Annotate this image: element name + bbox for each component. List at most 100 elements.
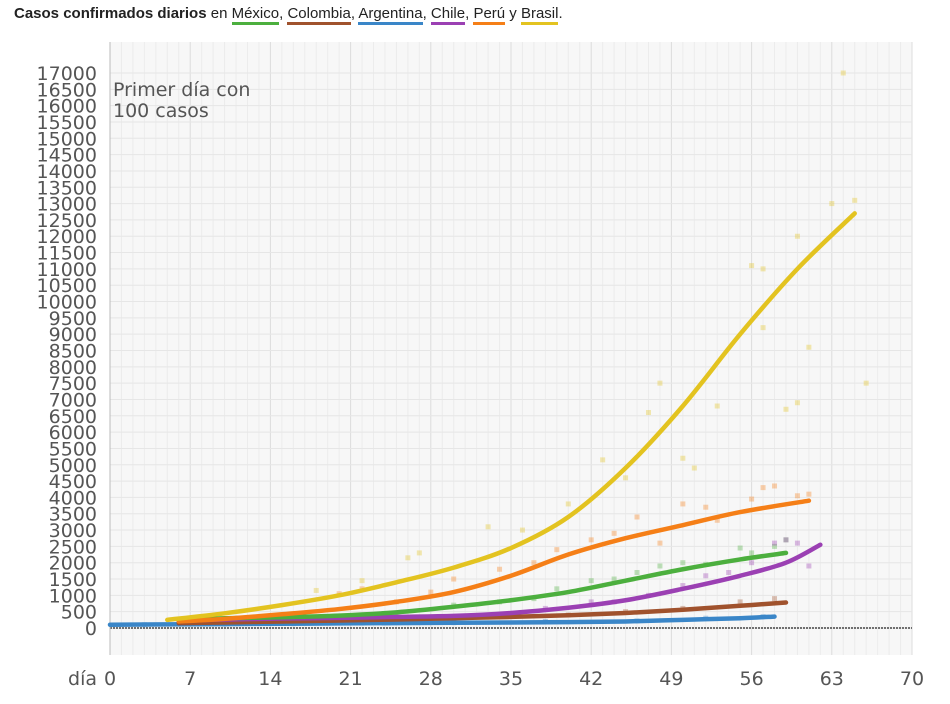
chart-title: Casos confirmados diarios en México, Col… xyxy=(14,5,563,25)
scatter-point xyxy=(359,578,365,584)
y-tick-label: 10000 xyxy=(37,292,97,314)
title-y: y xyxy=(509,5,517,22)
country-peru[interactable]: Perú xyxy=(473,5,506,25)
scatter-point xyxy=(680,560,686,566)
y-tick-label: 1500 xyxy=(49,569,97,591)
scatter-point xyxy=(737,599,743,605)
scatter-point xyxy=(611,576,617,582)
annotation-text: 100 casos xyxy=(113,100,209,122)
y-tick-label: 500 xyxy=(61,602,97,624)
y-tick-label: 5500 xyxy=(49,438,97,460)
series-line-mexico xyxy=(176,550,789,623)
scatter-point xyxy=(783,537,789,543)
scatter-point xyxy=(806,344,812,350)
y-tick-label: 17000 xyxy=(37,63,97,85)
y-tick-label: 9500 xyxy=(49,308,97,330)
scatter-point xyxy=(428,589,434,595)
series-line-brasil xyxy=(165,211,857,623)
series-line-colombia xyxy=(176,600,789,626)
scatter-point xyxy=(519,527,525,533)
annotation-text: Primer día con xyxy=(113,79,250,101)
scatter-point xyxy=(772,540,778,546)
scatter-point xyxy=(680,455,686,461)
country-brasil[interactable]: Brasil xyxy=(520,5,559,25)
x-tick-label: 42 xyxy=(579,668,603,690)
scatter-point xyxy=(760,485,766,491)
y-tick-label: 1000 xyxy=(49,585,97,607)
scatter-point xyxy=(806,563,812,569)
scatter-point xyxy=(623,475,629,481)
x-tick-label: 28 xyxy=(419,668,443,690)
scatter-point xyxy=(772,596,778,602)
scatter-point xyxy=(497,566,503,572)
x-tick-label: 49 xyxy=(659,668,683,690)
scatter-point xyxy=(634,570,640,575)
y-tick-label: 2500 xyxy=(49,536,97,558)
country-mexico[interactable]: México xyxy=(231,5,280,25)
x-tick-label: 63 xyxy=(820,668,844,690)
scatter-point xyxy=(749,263,755,269)
y-tick-label: 8000 xyxy=(49,357,97,379)
scatter-point xyxy=(611,530,617,536)
scatter-point xyxy=(703,504,709,510)
scatter-point xyxy=(657,380,663,386)
scatter-point xyxy=(485,524,491,530)
scatter-point xyxy=(451,576,457,582)
y-tick-label: 2000 xyxy=(49,553,97,575)
scatter-point xyxy=(405,555,411,561)
title-bold: Casos confirmados diarios xyxy=(14,5,207,22)
y-tick-label: 13500 xyxy=(37,177,97,199)
scatter-point xyxy=(749,496,755,502)
y-tick-label: 12000 xyxy=(37,226,97,248)
y-tick-label: 16500 xyxy=(37,79,97,101)
series-line-peru xyxy=(176,498,812,624)
scatter-point xyxy=(634,514,640,520)
scatter-point xyxy=(772,483,778,489)
scatter-point xyxy=(737,545,743,551)
x-axis-prefix: día xyxy=(68,668,97,690)
scatter-point xyxy=(680,583,686,589)
scatter-point xyxy=(760,325,766,331)
y-tick-label: 3000 xyxy=(49,520,97,542)
scatter-point xyxy=(783,406,789,412)
scatter-point xyxy=(829,201,835,207)
y-tick-label: 3500 xyxy=(49,504,97,526)
scatter-point xyxy=(657,540,663,546)
scatter-point xyxy=(554,586,560,592)
y-tick-label: 15500 xyxy=(37,112,97,134)
scatter-point xyxy=(749,550,755,556)
scatter-point xyxy=(794,400,800,406)
scatter-point xyxy=(531,560,537,566)
y-tick-label: 0 xyxy=(85,618,97,640)
scatter-point xyxy=(726,570,732,575)
y-tick-label: 13000 xyxy=(37,194,97,216)
scatter-point xyxy=(657,563,663,569)
y-tick-label: 15000 xyxy=(37,128,97,150)
y-tick-label: 9000 xyxy=(49,324,97,346)
scatter-point xyxy=(772,543,778,549)
x-tick-label: 70 xyxy=(900,668,924,690)
scatter-point xyxy=(588,578,594,584)
x-tick-label: 0 xyxy=(104,668,116,690)
x-tick-label: 35 xyxy=(499,668,523,690)
y-tick-label: 8500 xyxy=(49,341,97,363)
scatter-point xyxy=(714,517,720,523)
scatter-point xyxy=(645,410,651,416)
y-tick-label: 4000 xyxy=(49,487,97,509)
scatter-point xyxy=(554,547,560,553)
scatter-point xyxy=(588,537,594,543)
country-argentina[interactable]: Argentina xyxy=(358,5,423,25)
scatter-point xyxy=(749,560,755,566)
scatter-point xyxy=(794,540,800,546)
y-tick-label: 7500 xyxy=(49,373,97,395)
x-tick-label: 7 xyxy=(184,668,196,690)
y-tick-label: 5000 xyxy=(49,455,97,477)
y-tick-label: 11500 xyxy=(37,243,97,265)
country-colombia[interactable]: Colombia xyxy=(287,5,351,25)
scatter-point xyxy=(863,380,869,386)
y-tick-label: 14500 xyxy=(37,145,97,167)
scatter-point xyxy=(783,537,789,543)
scatter-point xyxy=(691,465,697,471)
title-en: en xyxy=(210,5,228,22)
country-chile[interactable]: Chile xyxy=(430,5,466,25)
